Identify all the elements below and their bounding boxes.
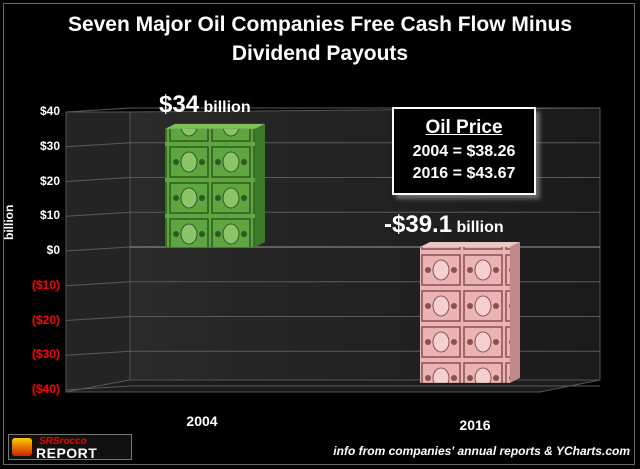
- data-label-number: $34: [159, 90, 200, 118]
- y-tick-label-7: ($30): [31, 347, 60, 362]
- y-tick-label-3: $10: [39, 208, 60, 223]
- gridline-side-0: [65, 107, 131, 113]
- oil-price-2016: 2016 = $43.67: [412, 165, 516, 182]
- gridline-side-8: [65, 385, 131, 391]
- x-tick-label-2004: 2004: [186, 413, 218, 429]
- gridline-side-2: [65, 177, 131, 182]
- gridline-side-3: [65, 211, 131, 217]
- data-label-number: -$39.1: [384, 211, 453, 238]
- bar-side-2016: [510, 242, 520, 383]
- y-tick-label-8: ($40): [31, 382, 60, 396]
- flame-icon: [12, 438, 32, 456]
- bar-top-2016: [420, 242, 520, 247]
- bar-top-2004: [165, 123, 265, 129]
- gridline-side-5: [65, 281, 131, 287]
- oil-price-2004: 2004 = $38.26: [412, 143, 516, 160]
- y-tick-label-6: ($20): [31, 312, 60, 327]
- srsrocco-logo: SRSrocco REPORT: [8, 434, 132, 461]
- y-tick-label-4: $0: [46, 243, 60, 257]
- chart-title-line-1: Seven Major Oil Companies Free Cash Flow…: [67, 13, 573, 36]
- chart-title: Seven Major Oil Companies Free Cash Flow…: [0, 10, 640, 68]
- gridline-side-4: [65, 246, 131, 252]
- x-tick-label-2016: 2016: [459, 417, 491, 433]
- y-axis-label: billion: [2, 204, 16, 240]
- source-note: info from companies' annual reports & YC…: [333, 444, 630, 458]
- y-tick-label-1: $30: [39, 138, 60, 153]
- logo-top-text: SRSrocco: [39, 436, 87, 447]
- y-tick-label-5: ($10): [31, 277, 60, 292]
- bar-side-2004: [255, 123, 265, 247]
- gridline-side-7: [65, 350, 131, 356]
- chart-frame: [3, 3, 635, 465]
- bar-front-2016: [420, 247, 510, 383]
- chart-title-line-2: Dividend Payouts: [231, 42, 409, 65]
- gridline-side-1: [65, 142, 131, 148]
- oil-price-annotation: Oil Price 2004 = $38.26 2016 = $43.67: [392, 107, 536, 195]
- data-label-unit: billion: [452, 219, 504, 236]
- bars: [165, 123, 520, 383]
- gridline-side-6: [65, 316, 131, 321]
- oil-price-title: Oil Price: [425, 117, 503, 138]
- data-label-2004: $34 billion: [159, 91, 251, 119]
- logo-bottom-text: REPORT: [36, 445, 98, 461]
- bar-2004: [165, 123, 265, 247]
- data-label-2016: -$39.1 billion: [384, 211, 504, 239]
- side-wall: [65, 111, 131, 393]
- bar-front-2004: [165, 128, 255, 247]
- y-tick-label-0: $40: [39, 104, 60, 118]
- data-label-unit: billion: [199, 98, 251, 116]
- bar-2016: [420, 242, 520, 383]
- y-tick-label-2: $20: [39, 173, 60, 188]
